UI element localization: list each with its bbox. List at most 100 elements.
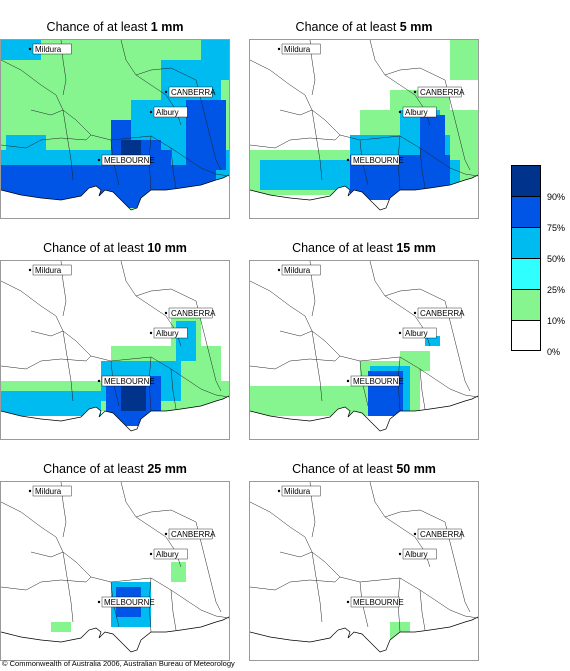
coastline bbox=[1, 174, 229, 211]
district-border bbox=[1, 139, 42, 149]
probability-cell bbox=[21, 175, 201, 200]
svg-text:MELBOURNE: MELBOURNE bbox=[353, 598, 404, 607]
probability-cell bbox=[121, 386, 146, 411]
probability-cell bbox=[171, 562, 186, 582]
svg-text:Mildura: Mildura bbox=[284, 266, 311, 275]
probability-shading bbox=[250, 336, 440, 416]
place-label-melbourne: MELBOURNE bbox=[346, 154, 404, 166]
panel-title: Chance of at least 10 mm bbox=[43, 241, 187, 255]
place-label-albury: Albury bbox=[398, 327, 437, 339]
svg-text:Albury: Albury bbox=[156, 108, 179, 117]
legend-swatch-75 bbox=[511, 196, 541, 227]
svg-text:MELBOURNE: MELBOURNE bbox=[104, 377, 155, 386]
svg-text:CANBERRA: CANBERRA bbox=[171, 530, 216, 539]
place-label-canberra: CANBERRA bbox=[164, 86, 216, 98]
svg-text:Albury: Albury bbox=[156, 550, 179, 559]
probability-cell bbox=[450, 40, 478, 80]
place-label-mildura: Mildura bbox=[277, 485, 321, 497]
coastline bbox=[250, 616, 478, 653]
svg-text:Albury: Albury bbox=[405, 329, 428, 338]
coastline bbox=[250, 174, 478, 211]
map-50mm: Mildura CANBERRA Albury MELBOURNE bbox=[249, 481, 479, 661]
district-border bbox=[170, 589, 177, 631]
svg-text:CANBERRA: CANBERRA bbox=[420, 530, 465, 539]
district-border bbox=[30, 109, 64, 116]
place-label-albury: Albury bbox=[149, 548, 188, 560]
legend-swatch-50 bbox=[511, 227, 541, 258]
district-border bbox=[279, 551, 313, 558]
district-border bbox=[289, 355, 341, 362]
place-label-melbourne: MELBOURNE bbox=[97, 596, 155, 608]
district-border bbox=[279, 109, 313, 116]
svg-text:CANBERRA: CANBERRA bbox=[171, 309, 216, 318]
probability-cell bbox=[420, 115, 445, 165]
panel-title: Chance of at least 15 mm bbox=[292, 241, 436, 255]
district-border bbox=[135, 509, 197, 523]
legend-label-75: 75% bbox=[547, 223, 566, 233]
district-border bbox=[384, 509, 446, 523]
district-border bbox=[419, 589, 426, 631]
probability-legend bbox=[511, 165, 541, 351]
svg-text:Albury: Albury bbox=[405, 108, 428, 117]
district-border bbox=[62, 551, 74, 623]
panel-title: Chance of at least 50 mm bbox=[292, 462, 436, 476]
place-label-melbourne: MELBOURNE bbox=[97, 375, 155, 387]
district-border bbox=[250, 139, 291, 149]
svg-text:Albury: Albury bbox=[156, 329, 179, 338]
place-label-canberra: CANBERRA bbox=[413, 528, 465, 540]
district-border bbox=[384, 288, 446, 302]
probability-cell bbox=[380, 381, 400, 406]
district-border bbox=[62, 109, 74, 181]
place-label-mildura: Mildura bbox=[277, 264, 321, 276]
place-label-mildura: Mildura bbox=[28, 43, 72, 55]
svg-text:Mildura: Mildura bbox=[35, 266, 62, 275]
map-5mm: Mildura CANBERRA Albury MELBOURNE bbox=[249, 39, 479, 219]
svg-text:Albury: Albury bbox=[405, 550, 428, 559]
legend-label-25: 25% bbox=[547, 285, 566, 295]
district-border bbox=[1, 581, 42, 591]
district-border bbox=[40, 355, 92, 362]
panel-title: Chance of at least 1 mm bbox=[46, 20, 184, 34]
place-label-canberra: CANBERRA bbox=[413, 86, 465, 98]
district-border bbox=[250, 581, 291, 591]
district-border bbox=[170, 147, 177, 189]
probability-cell bbox=[201, 40, 229, 80]
district-border bbox=[419, 368, 426, 410]
district-border bbox=[250, 360, 291, 370]
legend-swatch-0 bbox=[511, 320, 541, 351]
legend-swatch-10 bbox=[511, 289, 541, 320]
copyright-notice: © Commonwealth of Australia 2006, Austra… bbox=[2, 659, 235, 668]
map-1mm: Mildura CANBERRA Albury MELBOURNE bbox=[0, 39, 230, 219]
district-border bbox=[311, 330, 323, 402]
svg-text:MELBOURNE: MELBOURNE bbox=[104, 156, 155, 165]
district-border bbox=[279, 330, 313, 337]
legend-label-10: 10% bbox=[547, 316, 566, 326]
probability-cell bbox=[6, 135, 46, 160]
district-border bbox=[40, 576, 92, 583]
district-border bbox=[419, 147, 426, 189]
legend-label-0: 0% bbox=[547, 347, 561, 357]
district-border bbox=[384, 67, 446, 81]
svg-text:CANBERRA: CANBERRA bbox=[171, 88, 216, 97]
district-border bbox=[30, 551, 64, 558]
place-label-mildura: Mildura bbox=[28, 485, 72, 497]
svg-text:CANBERRA: CANBERRA bbox=[420, 88, 465, 97]
district-border bbox=[62, 330, 74, 402]
district-border bbox=[311, 551, 323, 623]
place-label-albury: Albury bbox=[398, 106, 437, 118]
place-label-albury: Albury bbox=[398, 548, 437, 560]
district-border bbox=[170, 368, 177, 410]
place-label-mildura: Mildura bbox=[277, 43, 321, 55]
place-label-albury: Albury bbox=[149, 327, 188, 339]
map-25mm: Mildura CANBERRA Albury MELBOURNE bbox=[0, 481, 230, 661]
probability-cell bbox=[1, 391, 101, 416]
probability-cell bbox=[425, 336, 440, 346]
svg-text:CANBERRA: CANBERRA bbox=[420, 309, 465, 318]
district-border bbox=[30, 330, 64, 337]
coastline bbox=[250, 395, 478, 432]
probability-cell bbox=[186, 100, 226, 170]
place-label-melbourne: MELBOURNE bbox=[346, 375, 404, 387]
place-label-albury: Albury bbox=[149, 106, 188, 118]
svg-text:Mildura: Mildura bbox=[284, 487, 311, 496]
place-label-canberra: CANBERRA bbox=[164, 528, 216, 540]
